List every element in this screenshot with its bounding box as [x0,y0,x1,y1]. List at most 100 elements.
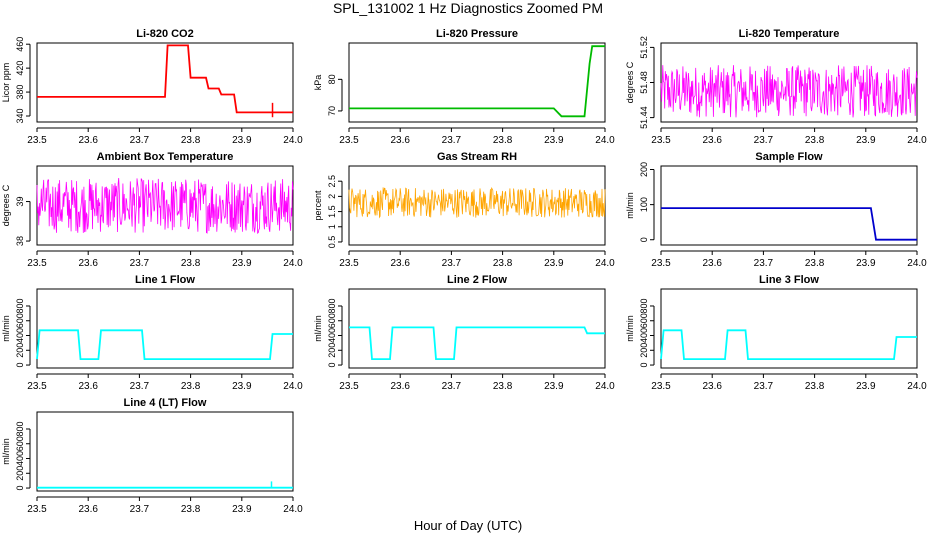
y-tick-label: 200 [639,162,649,177]
x-tick-label: 24.0 [595,381,615,392]
panel-frame [36,165,294,246]
panel-frame [348,288,606,369]
y-tick-label: 340 [15,108,25,123]
y-tick-label: 200 [15,466,25,481]
x-tick-label: 23.8 [493,135,513,146]
y-tick-label: 400 [327,328,337,343]
x-tick-label: 23.8 [181,504,201,515]
y-tick-label: 51.52 [639,36,649,59]
panel-frame [660,42,918,123]
y-tick-label: 0 [15,486,25,491]
y-tick-label: 600 [639,313,649,328]
x-tick-label: 23.5 [339,258,359,269]
x-tick-label: 23.7 [442,381,462,392]
x-tick-label: 23.8 [805,381,825,392]
y-tick-label: 200 [15,343,25,358]
x-tick-label: 23.5 [27,135,47,146]
x-tick-label: 23.5 [651,381,671,392]
x-tick-label: 23.6 [78,258,98,269]
y-tick-label: 600 [15,436,25,451]
x-tick-label: 23.8 [181,381,201,392]
panel-title: Gas Stream RH [437,151,517,163]
x-tick-label: 24.0 [595,135,615,146]
x-tick-label: 23.9 [856,135,876,146]
x-tick-label: 23.6 [78,135,98,146]
x-tick-label: 24.0 [595,258,615,269]
x-tick-label: 23.6 [702,135,722,146]
x-tick-label: 23.8 [805,135,825,146]
x-tick-label: 23.9 [544,381,564,392]
panel-4: Ambient Box Temperature 23.5 23.6 23.7 23.8 2… [1,151,303,269]
series-line [349,326,605,360]
x-tick-label: 23.5 [339,381,359,392]
series-line [661,207,917,241]
y-axis-label: degrees C [1,184,11,226]
panel-frame [660,288,918,369]
x-tick-label: 23.7 [130,381,150,392]
x-tick-label: 23.6 [702,258,722,269]
y-tick-label: 800 [639,298,649,313]
x-tick-label: 23.7 [754,381,774,392]
y-axis-label: degrees C [625,61,635,103]
x-tick-label: 23.9 [856,381,876,392]
x-tick-label: 23.9 [856,258,876,269]
x-tick-label: 24.0 [283,381,303,392]
figure-title: SPL_131002 1 Hz Diagnostics Zoomed PM [332,0,604,16]
x-tick-label: 23.5 [651,258,671,269]
y-axis-label: Licor ppm [1,63,11,103]
panel-10: Line 4 (LT) Flow 23.5 23.6 23.7 23.8 23.9 24.0… [1,397,303,515]
y-tick-label: 0 [327,363,337,368]
panel-frame [36,411,294,492]
y-tick-label: 400 [15,451,25,466]
panel-1: Li-820 CO2 23.5 23.6 23.7 23.8 23.9 24.0 340 380… [1,28,303,146]
x-tick-label: 23.8 [493,258,513,269]
figure-x-axis-label: Hour of Day (UTC) [413,518,523,533]
y-tick-label: 800 [327,298,337,313]
y-tick-label: 400 [15,328,25,343]
panel-7: Line 1 Flow 23.5 23.6 23.7 23.8 23.9 24.0 0 2004… [1,274,303,392]
y-tick-label: 2 [327,194,337,199]
series-line [36,177,294,234]
x-tick-label: 23.7 [754,258,774,269]
x-tick-label: 23.5 [27,381,47,392]
x-tick-label: 23.6 [390,135,410,146]
x-tick-label: 23.9 [232,258,252,269]
series-line [349,45,605,118]
y-axis-label: percent [313,190,323,221]
x-tick-label: 23.9 [544,258,564,269]
series-line [660,65,918,118]
x-tick-label: 23.7 [442,135,462,146]
y-tick-label: 460 [15,37,25,52]
y-tick-label: 38 [15,236,25,246]
y-tick-label: 39 [15,197,25,207]
series-line [36,329,293,360]
x-tick-label: 23.9 [232,381,252,392]
y-axis-label: kPa [313,75,323,91]
y-tick-label: 1.5 [327,205,337,218]
x-tick-label: 23.8 [493,381,513,392]
x-tick-label: 23.8 [181,135,201,146]
x-tick-label: 23.5 [339,135,359,146]
y-tick-label: 800 [15,421,25,436]
panel-frame [36,288,294,369]
x-tick-label: 23.5 [651,135,671,146]
panel-title: Li-820 Temperature [739,28,840,40]
x-tick-label: 24.0 [907,135,927,146]
x-tick-label: 23.9 [544,135,564,146]
panel-title: Line 4 (LT) Flow [124,397,207,409]
x-tick-label: 23.6 [390,381,410,392]
x-tick-label: 23.7 [442,258,462,269]
x-tick-label: 23.7 [130,504,150,515]
x-tick-label: 24.0 [283,135,303,146]
y-axis-label: ml/min [1,315,11,342]
panel-title: Li-820 Pressure [436,28,518,40]
y-tick-label: 600 [15,313,25,328]
x-tick-label: 24.0 [283,258,303,269]
x-tick-label: 24.0 [283,504,303,515]
y-tick-label: 600 [327,313,337,328]
panel-title: Line 2 Flow [447,274,507,286]
y-tick-label: 0 [15,363,25,368]
y-axis-label: ml/min [625,315,635,342]
